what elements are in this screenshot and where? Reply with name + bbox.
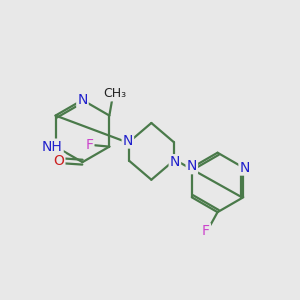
Text: F: F: [85, 138, 93, 152]
Text: N: N: [123, 134, 133, 148]
Text: N: N: [187, 159, 197, 173]
Text: N: N: [77, 93, 88, 107]
Text: O: O: [53, 154, 64, 168]
Text: CH₃: CH₃: [103, 87, 126, 101]
Text: N: N: [170, 155, 180, 169]
Text: F: F: [202, 224, 210, 238]
Text: NH: NH: [42, 140, 63, 154]
Text: N: N: [239, 160, 250, 175]
